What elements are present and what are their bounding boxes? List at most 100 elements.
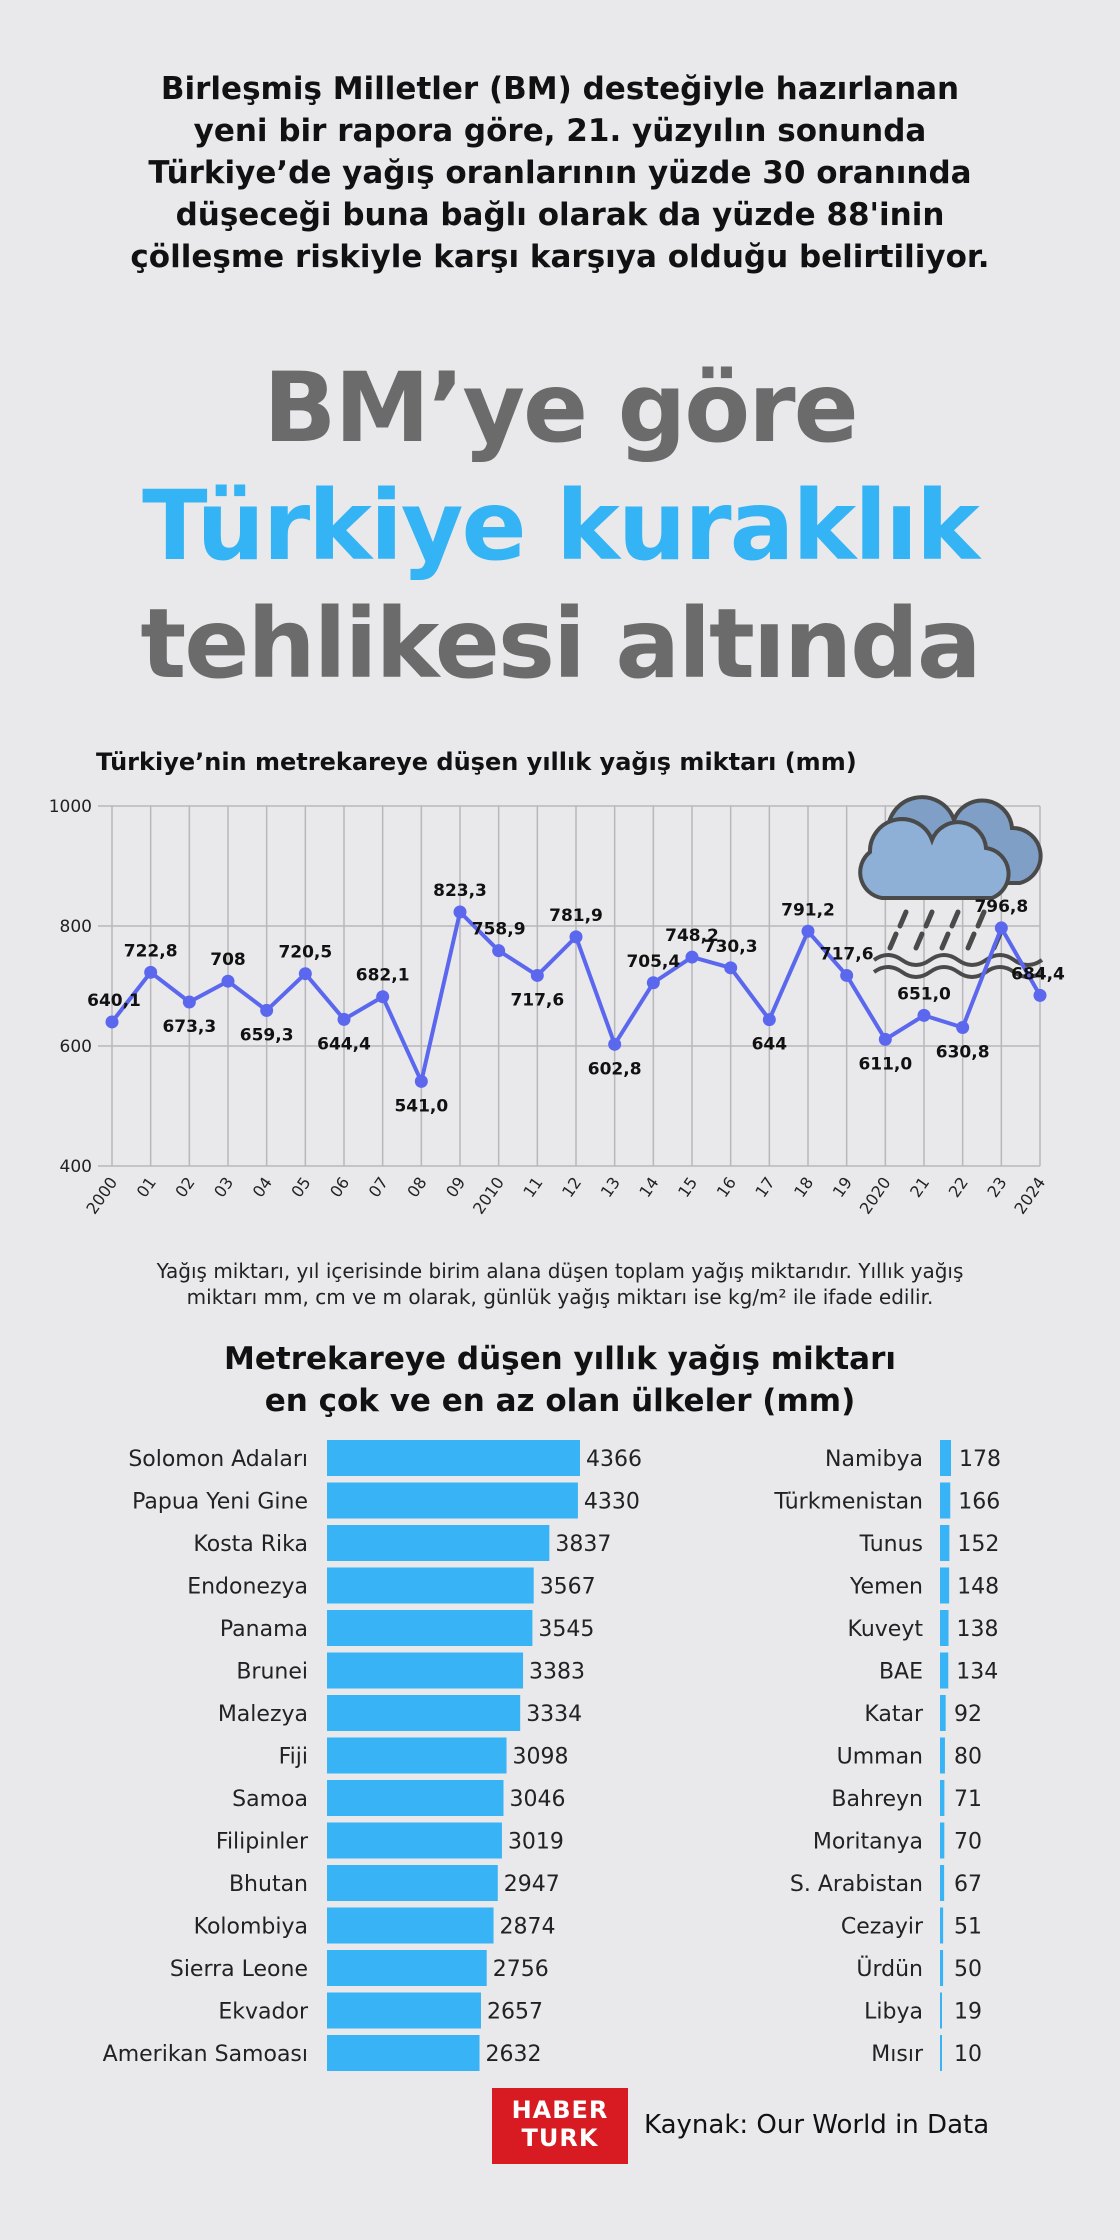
x-tick-label: 02 (171, 1173, 198, 1201)
data-label: 791,2 (781, 900, 835, 920)
bar (940, 1652, 949, 1689)
x-tick-label: 15 (674, 1173, 701, 1201)
value-label: 166 (958, 1490, 1000, 1515)
data-label: 705,4 (626, 952, 680, 972)
x-tick-label: 19 (829, 1173, 856, 1201)
category-label: Türkmenistan (773, 1490, 923, 1515)
value-label: 178 (959, 1447, 1001, 1472)
x-tick-label: 2000 (82, 1173, 121, 1217)
data-label: 796,8 (974, 897, 1028, 917)
bar (327, 1440, 580, 1476)
bar (327, 1737, 507, 1774)
category-label: Panama (220, 1617, 308, 1642)
bar-title-line: en çok ve en az olan ülkeler (mm) (264, 1383, 856, 1419)
bar-title-line: Metrekareye düşen yıllık yağış miktarı (224, 1341, 896, 1377)
category-label: Solomon Adaları (128, 1447, 308, 1472)
value-label: 4330 (584, 1490, 640, 1515)
data-point (724, 961, 738, 975)
category-label: Ürdün (856, 1956, 923, 1982)
bar (327, 1695, 521, 1731)
bar-chart: Solomon Adaları 4366 Papua Yeni Gine 4330 Ko… (103, 1440, 1001, 2071)
line-chart: 640,1 722,8 673,3 708 659,3 720,5 644,4 682,1 54… (49, 795, 1065, 1218)
value-label: 19 (954, 2000, 982, 2025)
category-label: S. Arabistan (790, 1872, 923, 1897)
data-point (182, 995, 196, 1009)
value-label: 3334 (526, 1702, 582, 1727)
category-label: Fiji (279, 1745, 308, 1770)
category-label: Yemen (849, 1575, 923, 1600)
category-label: Kosta Rika (193, 1532, 308, 1557)
category-label: Libya (864, 2000, 923, 2025)
intro-line: Türkiye’de yağış oranlarının yüzde 30 or… (148, 155, 972, 191)
bar (327, 1907, 494, 1944)
x-axis-ticks: 2000 01 02 03 04 05 06 07 08 09 2010 11 12 13 14 15 16 17… (82, 1173, 1049, 1217)
data-point (801, 924, 815, 938)
y-tick-label: 600 (60, 1037, 92, 1057)
data-label: 640,1 (87, 991, 141, 1011)
value-label: 2632 (486, 2042, 542, 2067)
category-label: Sierra Leone (170, 1957, 308, 1982)
value-label: 4366 (586, 1447, 642, 1472)
data-label: 717,6 (820, 944, 874, 964)
category-label: Malezya (218, 1702, 308, 1727)
value-label: 3837 (555, 1532, 611, 1557)
category-label: Brunei (236, 1660, 308, 1685)
data-point (685, 950, 699, 964)
intro-line: çölleşme riskiyle karşı karşıya olduğu b… (130, 239, 990, 275)
x-tick-label: 12 (558, 1173, 585, 1201)
data-label: 602,8 (588, 1059, 642, 1079)
value-label: 148 (957, 1575, 999, 1600)
category-label: Mısır (871, 2042, 924, 2067)
data-label: 748,2 (665, 926, 719, 946)
value-label: 152 (957, 1532, 999, 1557)
x-tick-label: 04 (249, 1173, 276, 1201)
bar (940, 1822, 945, 1859)
x-tick-label: 2020 (856, 1173, 895, 1217)
intro-line: düşeceği buna bağlı olarak da yüzde 88'i… (175, 197, 945, 233)
category-label: Umman (837, 1745, 923, 1770)
logo-text: TURK (521, 2124, 599, 2152)
data-point (646, 976, 660, 990)
value-label: 10 (954, 2042, 982, 2067)
bar (940, 1440, 951, 1476)
x-tick-label: 09 (442, 1173, 469, 1201)
category-label: Kuveyt (848, 1617, 924, 1642)
data-point (453, 905, 467, 919)
value-label: 3567 (540, 1575, 596, 1600)
category-label: Endonezya (187, 1575, 308, 1600)
data-label: 708 (210, 950, 246, 970)
haberturk-logo: HABER TURK (492, 2088, 628, 2164)
footnote: Yağış miktarı, yıl içerisinde birim alan… (80, 1258, 1040, 1310)
category-label: Bhutan (229, 1872, 308, 1897)
data-point (260, 1003, 274, 1017)
x-tick-label: 23 (983, 1173, 1010, 1201)
bar (327, 1865, 498, 1901)
value-label: 2756 (493, 1957, 549, 1982)
bar (327, 1950, 487, 1986)
x-tick-label: 06 (326, 1173, 353, 1201)
data-point (376, 990, 390, 1004)
value-label: 92 (954, 1702, 982, 1727)
line-data-labels: 640,1 722,8 673,3 708 659,3 720,5 644,4 682,1 54… (87, 881, 1065, 1116)
bar (940, 1610, 949, 1646)
x-tick-label: 22 (945, 1173, 972, 1201)
data-label: 717,6 (510, 990, 564, 1010)
bar (940, 1695, 946, 1731)
data-label: 722,8 (124, 941, 178, 961)
data-point (608, 1037, 622, 1051)
value-label: 2947 (504, 1872, 560, 1897)
bar-chart-title: Metrekareye düşen yıllık yağış miktarı e… (0, 1338, 1120, 1422)
data-label: 823,3 (433, 881, 487, 901)
data-point (1033, 988, 1047, 1002)
category-label: Cezayir (841, 1915, 924, 1940)
data-label: 781,9 (549, 906, 603, 926)
data-label: 684,4 (1011, 964, 1065, 984)
bar (327, 1525, 550, 1561)
x-tick-label: 13 (597, 1173, 624, 1201)
category-label: Amerikan Samoası (103, 2042, 308, 2067)
x-tick-label: 16 (713, 1173, 740, 1201)
bar (940, 1950, 944, 1986)
data-point (840, 968, 854, 982)
y-tick-label: 400 (60, 1157, 92, 1177)
category-label: Samoa (232, 1787, 308, 1812)
